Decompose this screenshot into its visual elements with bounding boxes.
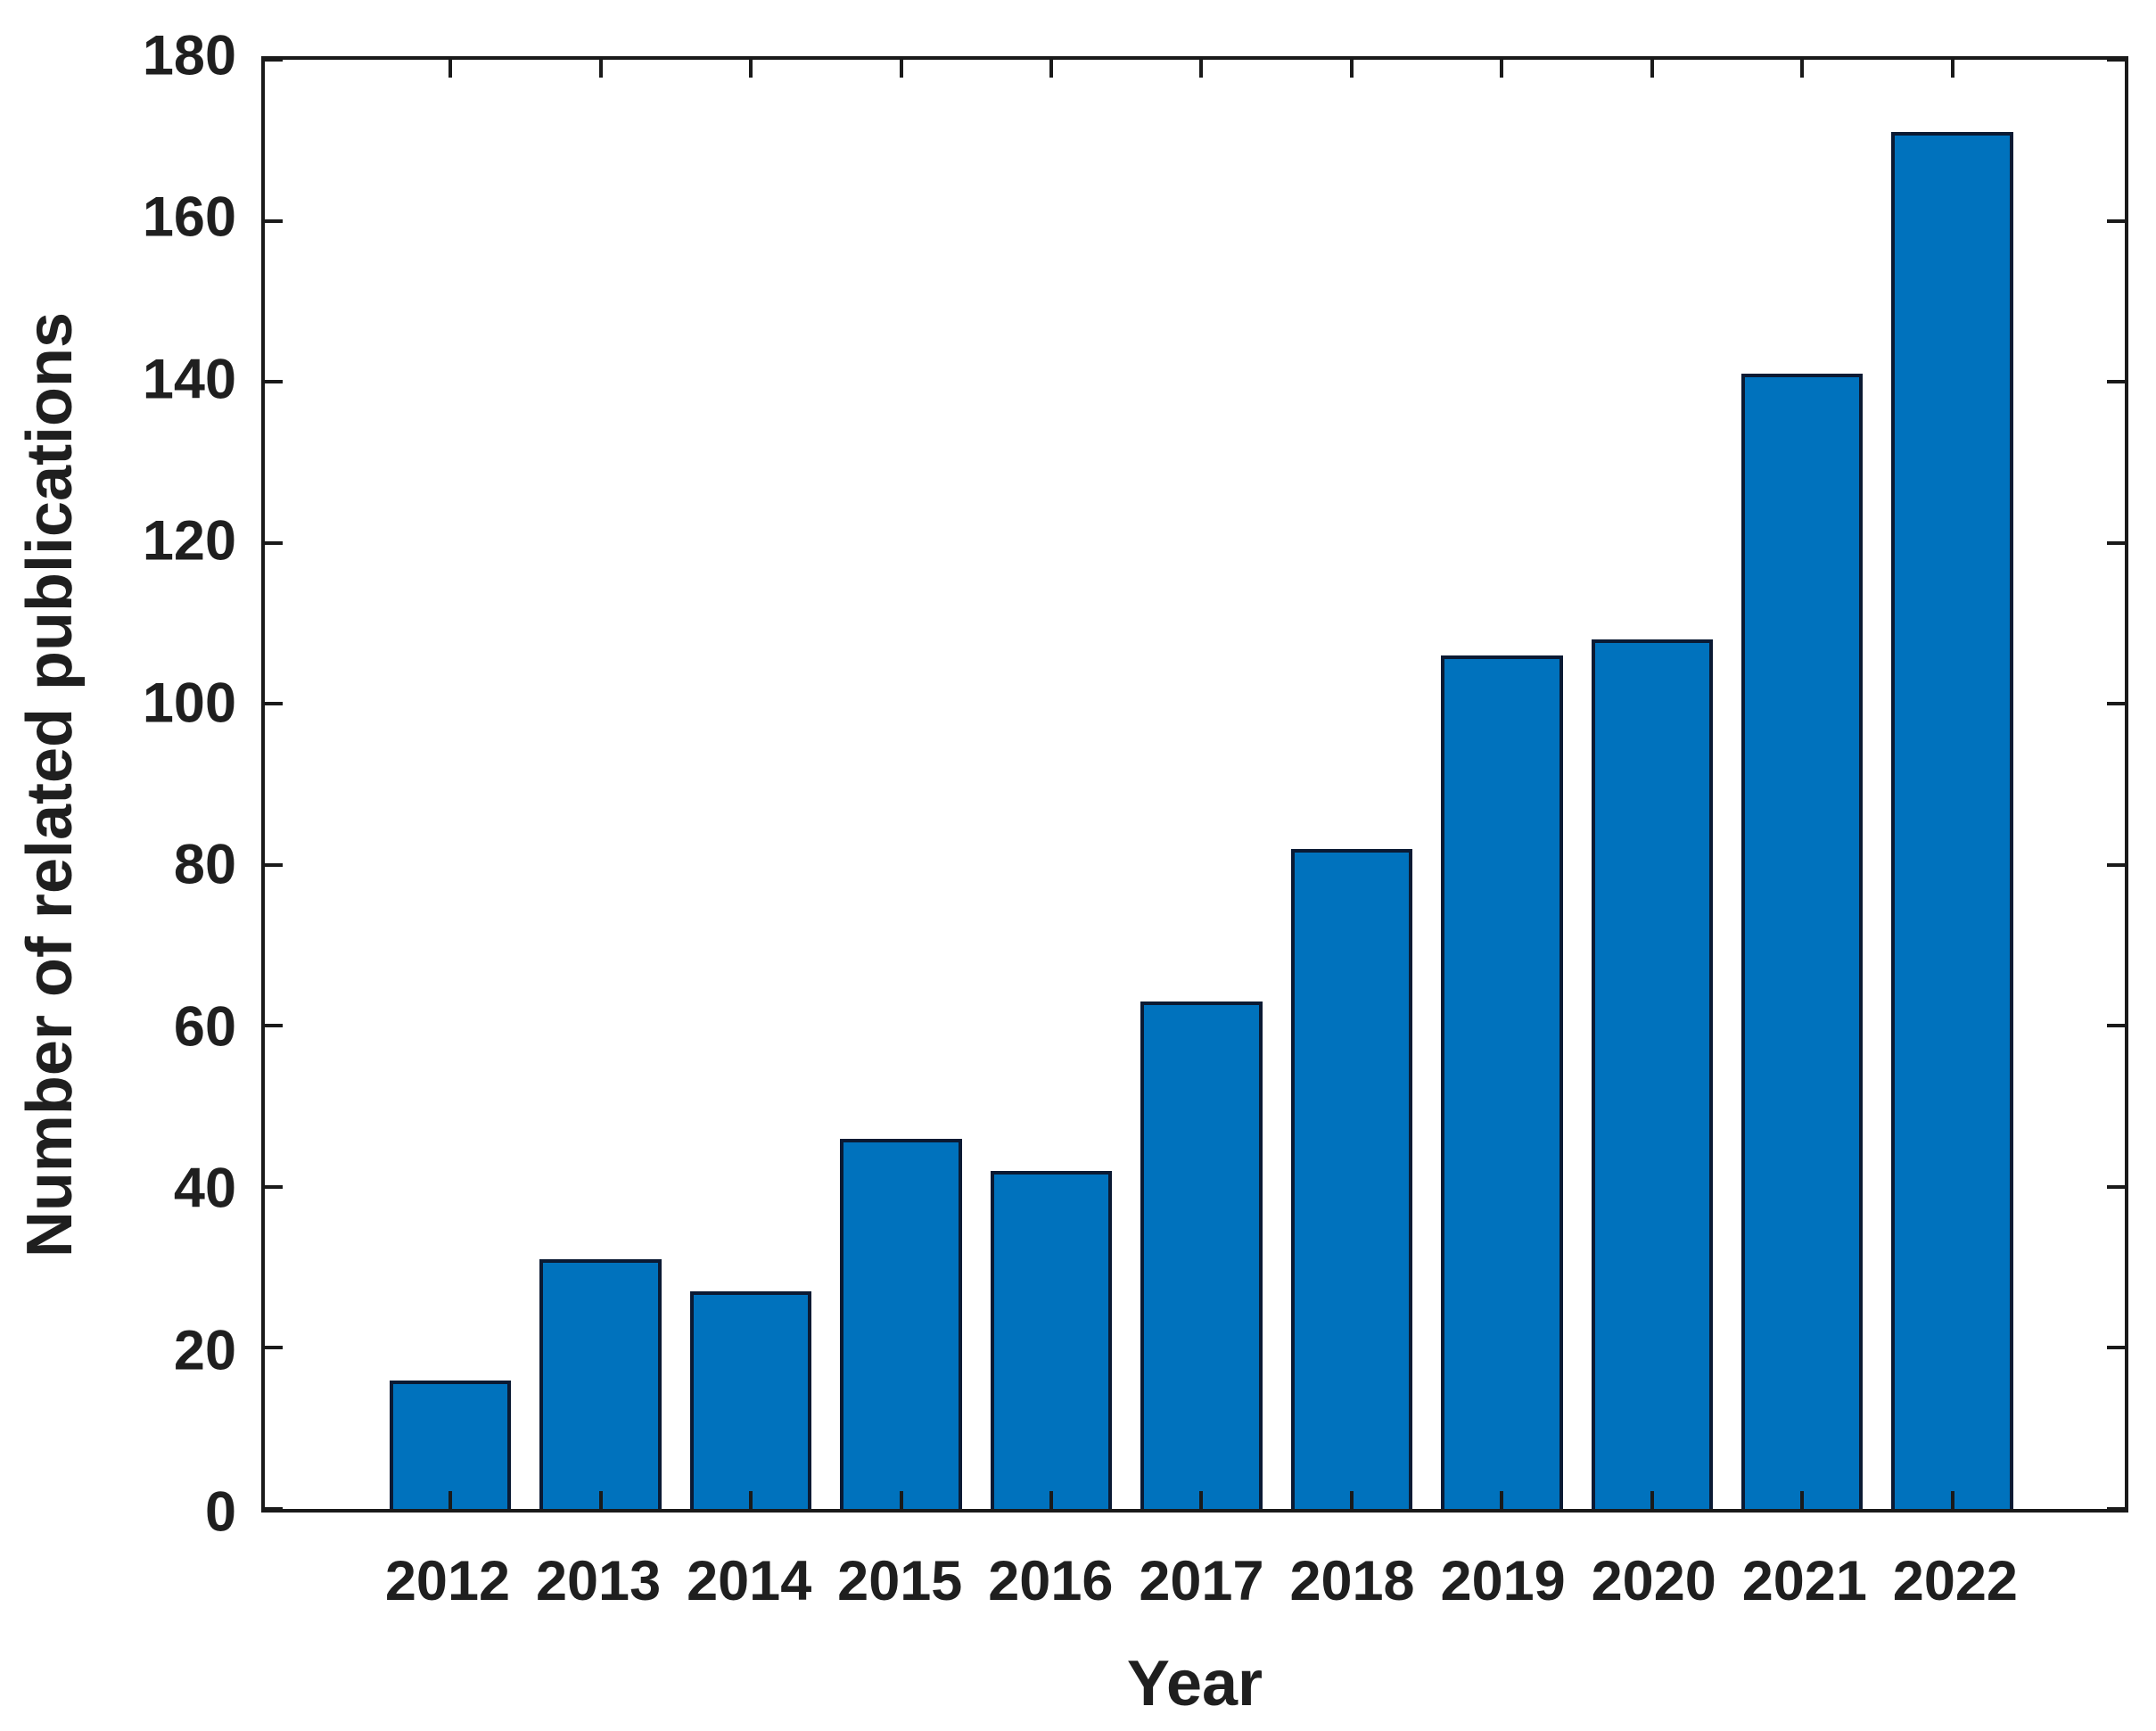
x-tick-label: 2012 [384,1550,511,1612]
ytick-left-mark [265,540,283,545]
xtick-bottom-mark [899,1491,903,1509]
y-tick-label: 180 [142,24,236,87]
ytick-left-mark [265,702,283,706]
x-tick-label: 2022 [1892,1550,2018,1612]
ytick-right-mark [2107,540,2125,545]
xtick-bottom-mark [1650,1491,1654,1509]
xtick-top-mark [598,60,603,78]
bar-2015 [840,1138,962,1509]
ytick-right-mark [2107,1507,2125,1511]
y-tick-label: 140 [142,348,236,411]
ytick-right-mark [2107,1024,2125,1028]
xtick-top-mark [1049,60,1053,78]
ytick-right-mark [2107,1346,2125,1350]
y-tick-label: 20 [173,1319,236,1382]
bars-layer [265,60,2125,1509]
x-axis-title: Year [1126,1648,1263,1719]
ytick-right-mark [2107,380,2125,384]
y-tick-label: 160 [142,185,236,249]
bar-2012 [389,1380,512,1509]
bar-2019 [1441,655,1563,1509]
ytick-left-mark [265,1184,283,1189]
xtick-top-mark [1950,60,1954,78]
xtick-bottom-mark [1199,1491,1204,1509]
ytick-left-mark [265,58,283,62]
xtick-top-mark [1650,60,1654,78]
ytick-left-mark [265,862,283,867]
xtick-top-mark [1349,60,1354,78]
x-tick-label: 2016 [988,1550,1114,1612]
y-tick-label: 60 [173,995,236,1059]
ytick-left-mark [265,218,283,223]
xtick-bottom-mark [1049,1491,1053,1509]
y-tick-label: 80 [173,833,236,896]
y-tick-label: 0 [204,1480,236,1544]
x-tick-labels: 2012 2013 2014 2015 2016 2017 2018 2019 2020 2021… [261,1513,2128,1620]
ytick-right-mark [2107,862,2125,867]
xtick-bottom-mark [598,1491,603,1509]
x-tick-label: 2019 [1440,1550,1566,1612]
xtick-bottom-mark [1500,1491,1504,1509]
y-tick-label: 100 [142,672,236,735]
xtick-top-mark [1800,60,1805,78]
xtick-top-mark [1199,60,1204,78]
x-tick-label: 2020 [1591,1550,1716,1612]
x-tick-label: 2018 [1289,1550,1415,1612]
ytick-left-mark [265,1507,283,1511]
bar-2016 [990,1170,1113,1509]
x-tick-label: 2021 [1741,1550,1867,1612]
xtick-bottom-mark [1800,1491,1805,1509]
xtick-top-mark [899,60,903,78]
ytick-left-mark [265,1346,283,1350]
y-tick-label: 120 [142,509,236,573]
ytick-left-mark [265,1024,283,1028]
xtick-bottom-mark [448,1491,453,1509]
ticks-layer [265,58,2125,1511]
bar-2014 [689,1291,812,1509]
ytick-right-mark [2107,702,2125,706]
ytick-right-mark [2107,58,2125,62]
ytick-right-mark [2107,1184,2125,1189]
x-tick-label: 2015 [837,1550,963,1612]
bar-2020 [1591,639,1713,1509]
xtick-top-mark [749,60,753,78]
x-tick-label: 2014 [687,1550,812,1612]
ytick-right-mark [2107,218,2125,223]
bar-2022 [1891,132,2013,1509]
y-tick-label: 40 [173,1157,236,1220]
plot-area [261,56,2128,1513]
y-tick-labels: 0 20 40 60 80 100 120 140 160 180 [0,28,236,1540]
ytick-left-mark [265,380,283,384]
xtick-bottom-mark [749,1491,753,1509]
bar-2013 [539,1259,662,1509]
bar-2021 [1740,374,1864,1509]
x-tick-label: 2013 [535,1550,662,1612]
xtick-bottom-mark [1349,1491,1354,1509]
xtick-top-mark [448,60,453,78]
xtick-bottom-mark [1950,1491,1954,1509]
bar-2018 [1290,848,1413,1509]
bar-2017 [1140,1002,1263,1509]
x-tick-label: 2017 [1139,1550,1264,1612]
xtick-top-mark [1500,60,1504,78]
